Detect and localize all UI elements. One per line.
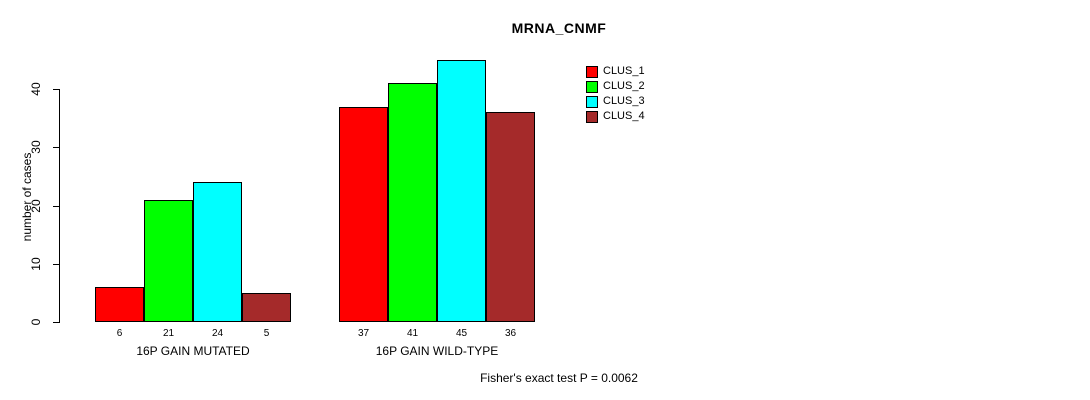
legend-swatch-CLUS_4 [586, 110, 598, 123]
bar-value-label: 24 [211, 328, 224, 339]
bar-value-label: 41 [406, 328, 419, 339]
bar-CLUS_1 [95, 287, 144, 322]
legend-swatch-CLUS_1 [586, 65, 598, 78]
stat-annotation: Fisher's exact test P = 0.0062 [480, 371, 638, 385]
legend-item-CLUS_2: CLUS_2 [586, 79, 645, 94]
legend-item-CLUS_4: CLUS_4 [586, 109, 645, 124]
bar-CLUS_3 [437, 60, 486, 322]
y-tick-mark [53, 322, 59, 323]
y-tick-mark [53, 147, 59, 148]
legend-label: CLUS_2 [603, 80, 645, 92]
bar-value-label: 6 [116, 328, 123, 339]
legend-item-CLUS_1: CLUS_1 [586, 64, 645, 79]
bar-value-label: 21 [162, 328, 175, 339]
y-tick-mark [53, 206, 59, 207]
y-tick-label: 40 [29, 82, 43, 96]
legend-swatch-CLUS_3 [586, 95, 598, 108]
bar-CLUS_1 [339, 107, 388, 322]
bar-CLUS_3 [193, 182, 242, 322]
group-label: 16P GAIN MUTATED [136, 344, 250, 358]
y-tick-mark [53, 264, 59, 265]
legend-label: CLUS_3 [603, 95, 645, 107]
legend: CLUS_1 CLUS_2 CLUS_3 CLUS_4 [586, 64, 645, 124]
bar-CLUS_2 [144, 200, 193, 322]
y-tick-label: 30 [29, 140, 43, 154]
y-tick-label: 10 [29, 257, 43, 271]
group-label: 16P GAIN WILD-TYPE [375, 344, 499, 358]
legend-item-CLUS_3: CLUS_3 [586, 94, 645, 109]
bar-CLUS_4 [486, 112, 535, 322]
bar-value-label: 36 [504, 328, 517, 339]
bar-CLUS_4 [242, 293, 291, 322]
y-tick-label: 20 [29, 199, 43, 213]
bar-value-label: 37 [357, 328, 370, 339]
bar-value-label: 5 [263, 328, 270, 339]
bar-value-label: 45 [455, 328, 468, 339]
legend-label: CLUS_4 [603, 110, 645, 122]
y-tick-mark [53, 89, 59, 90]
legend-label: CLUS_1 [603, 65, 645, 77]
legend-swatch-CLUS_2 [586, 80, 598, 93]
y-tick-label: 0 [29, 318, 43, 326]
chart-title: MRNA_CNMF [511, 20, 607, 36]
bar-CLUS_2 [388, 83, 437, 322]
y-axis-line [59, 89, 60, 323]
